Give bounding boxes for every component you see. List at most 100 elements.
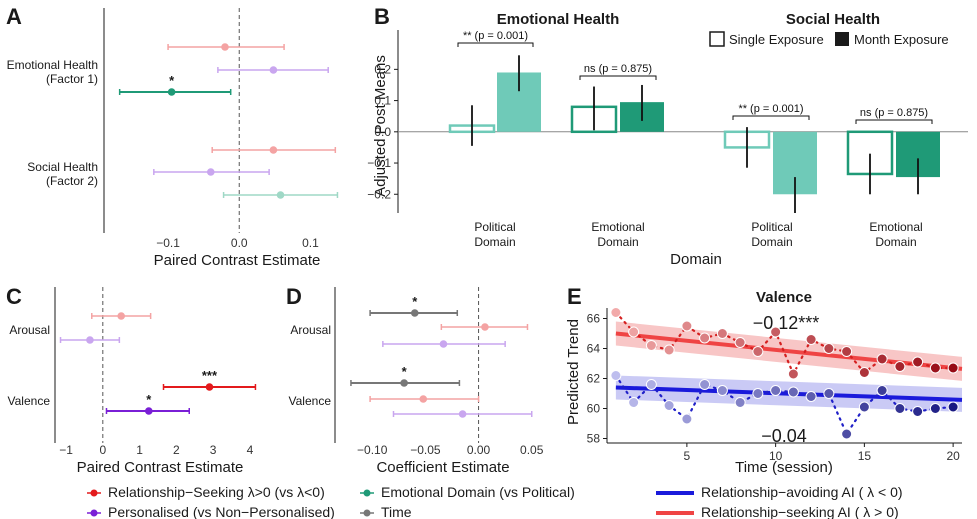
panel-b-f1-g2-domain-1: Emotional xyxy=(591,220,644,234)
panel-d: Arousal Valence Coefficient Estimate −0.… xyxy=(289,287,544,476)
avoiding-point xyxy=(929,403,941,414)
panel-b-xlabel: Domain xyxy=(670,251,722,268)
panel-e-xtick-label: 15 xyxy=(858,449,872,463)
panel-b-ytick-label: −0.2 xyxy=(367,187,391,201)
panel-c-g2-relationship-sig: *** xyxy=(202,368,218,383)
panel-d-g2-time-sig: * xyxy=(402,364,408,379)
panel-d-group-2-label: Valence xyxy=(289,394,332,408)
panel-d-g1-relationship-point xyxy=(481,323,489,331)
panel-b-f1-g2-domain-2: Domain xyxy=(597,235,638,249)
panel-a-g2-emotional-point xyxy=(276,191,285,199)
avoiding-point xyxy=(858,401,870,413)
avoiding-point xyxy=(628,397,640,408)
panel-e-letter: E xyxy=(567,284,582,309)
panel-d-xtick-label: −0.10 xyxy=(357,443,388,457)
avoiding-point xyxy=(823,388,835,399)
panel-e-ytick-label: 62 xyxy=(587,372,601,386)
panel-c-xtick-label: 1 xyxy=(136,443,143,457)
avoiding-point xyxy=(876,385,888,396)
panel-a-letter: A xyxy=(6,4,22,29)
legend-single-exposure-label: Single Exposure xyxy=(729,32,824,47)
panel-a-g1-personalised-point xyxy=(269,66,278,74)
avoiding-point xyxy=(610,370,622,381)
avoiding-dotted-series xyxy=(614,374,955,437)
panel-d-g2-time-point xyxy=(400,379,408,387)
panel-b: Adjusted Post Means Domain Emotional Hea… xyxy=(367,11,968,268)
seeking-point xyxy=(752,346,764,357)
panel-b-f2-g2-domain-1: Emotional xyxy=(869,220,922,234)
avoiding-point xyxy=(681,413,693,425)
panel-e-xlabel: Time (session) xyxy=(735,459,833,476)
panel-c-xtick-label: −1 xyxy=(59,443,73,457)
panel-b-f1-g1-annotation: ** (p = 0.001) xyxy=(463,30,528,42)
panel-b-ytick-label: −0.1 xyxy=(367,156,391,170)
panel-d-g1-time-point xyxy=(410,309,419,317)
panel-b-ytick-label: 0.2 xyxy=(374,62,391,76)
seeking-point xyxy=(645,340,657,351)
legend-single-exposure-swatch xyxy=(709,31,725,47)
seeking-point xyxy=(876,353,888,365)
panel-b-f1-g1-domain-2: Domain xyxy=(474,235,515,249)
panel-c-xtick-label: 4 xyxy=(247,443,254,457)
legend-time-dot xyxy=(363,509,371,517)
seeking-point xyxy=(681,320,693,332)
seeking-point xyxy=(699,332,711,344)
panel-b-f2-g1-domain-2: Domain xyxy=(751,235,792,249)
avoiding-point xyxy=(770,385,782,396)
panel-b-f2-g2-bracket xyxy=(855,119,933,124)
panel-a-xtick-label: 0.1 xyxy=(302,236,319,250)
panel-b-ytick-label: 0.1 xyxy=(374,94,391,108)
panel-c-xtick-label: 3 xyxy=(210,443,217,457)
panel-c-group-2-label: Valence xyxy=(8,394,51,408)
panel-b-f2-g1-domain-1: Political xyxy=(751,220,792,234)
panel-d-g1-personalised-point xyxy=(439,340,448,348)
panel-e-xtick-label: 10 xyxy=(769,449,783,463)
panel-a: Emotional Health (Factor 1) Social Healt… xyxy=(7,8,339,269)
seeking-point xyxy=(628,326,640,338)
panel-b-facet-2-title: Social Health xyxy=(786,11,880,28)
avoiding-point xyxy=(734,397,746,408)
panel-b-facet-1-title: Emotional Health xyxy=(497,11,620,28)
panel-a-group-1-label: Emotional Health xyxy=(7,58,98,72)
seeking-point xyxy=(947,362,959,374)
avoiding-point xyxy=(663,400,675,411)
seeking-point xyxy=(841,346,853,357)
legends: Relationship−Seeking λ>0 (vs λ<0) Emotio… xyxy=(87,484,903,519)
legend-emotional-dot xyxy=(363,489,371,497)
panel-e-ytick-label: 60 xyxy=(587,402,601,416)
panel-d-group-1-label: Arousal xyxy=(290,323,331,337)
seeking-point xyxy=(716,328,728,339)
panel-d-g2-personalised-point xyxy=(458,410,467,418)
panel-b-f1-g2-bracket xyxy=(579,75,657,80)
panel-c-g1-personalised-point xyxy=(86,336,94,344)
panel-d-g2-relationship-point xyxy=(419,395,428,403)
panel-b-letter: B xyxy=(374,4,390,29)
legend-avoiding-label: Relationship−avoiding AI ( λ < 0) xyxy=(701,484,903,500)
seeking-point xyxy=(805,334,817,345)
seeking-point xyxy=(912,356,924,368)
panel-d-xtick-label: −0.05 xyxy=(410,443,441,457)
legend-month-exposure-swatch xyxy=(835,32,849,46)
panel-c-g2-personalised-point xyxy=(144,407,153,415)
avoiding-point xyxy=(894,403,906,414)
legend-relationship-label: Relationship−Seeking λ>0 (vs λ<0) xyxy=(108,484,325,500)
panel-d-xtick-label: 0.05 xyxy=(520,443,544,457)
panel-b-ytick-label: 0.0 xyxy=(374,125,391,139)
seeking-point xyxy=(610,307,622,318)
seeking-point xyxy=(663,344,675,356)
avoiding-point xyxy=(787,386,799,398)
panel-e-ytick-label: 66 xyxy=(587,312,601,326)
panel-b-ylabel: Adjusted Post Means xyxy=(372,55,389,197)
panel-e-ytick-label: 64 xyxy=(587,342,601,356)
panel-a-xtick-label: 0.0 xyxy=(231,236,248,250)
avoiding-point xyxy=(912,406,924,417)
legend-time-label: Time xyxy=(381,504,412,519)
panel-d-xlabel: Coefficient Estimate xyxy=(376,459,509,476)
panel-a-g2-relationship-point xyxy=(269,146,278,154)
panel-d-letter: D xyxy=(286,284,302,309)
seeking-point xyxy=(787,368,799,380)
seeking-trend-line xyxy=(615,331,963,371)
seeking-point xyxy=(734,337,746,348)
avoiding-point xyxy=(805,391,817,402)
panel-b-f2-g2-annotation: ns (p = 0.875) xyxy=(860,107,928,119)
